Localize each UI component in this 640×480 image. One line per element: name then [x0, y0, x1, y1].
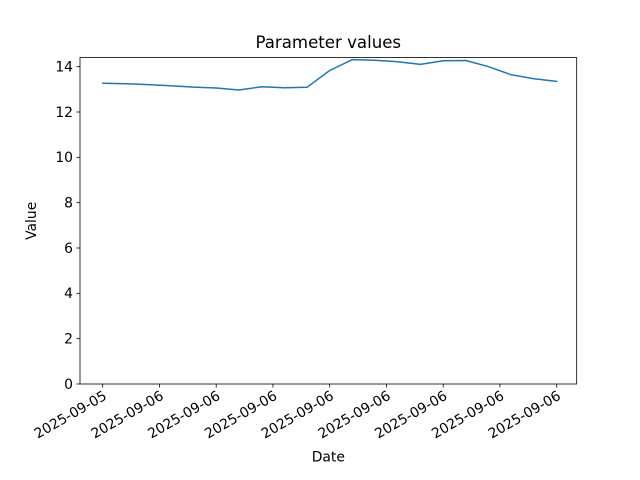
y-tick-label: 2	[64, 331, 73, 347]
y-tick-label: 0	[64, 377, 73, 393]
data-line	[101, 58, 558, 91]
y-tick-label: 6	[64, 241, 73, 257]
x-axis-label: Date	[312, 450, 345, 466]
y-axis-label: Value	[24, 202, 40, 240]
chart-title: Parameter values	[256, 33, 402, 52]
y-tick-label: 4	[64, 286, 73, 302]
y-axis: 0 2 4 6 8 10 12 14	[55, 59, 80, 393]
x-axis: 2025-09-052025-09-062025-09-062025-09-06…	[32, 384, 564, 442]
plot-area	[79, 57, 578, 385]
y-tick-label: 10	[55, 150, 73, 166]
y-tick-label: 14	[55, 59, 73, 75]
y-tick-label: 8	[64, 195, 73, 211]
y-tick-label: 12	[55, 105, 73, 121]
